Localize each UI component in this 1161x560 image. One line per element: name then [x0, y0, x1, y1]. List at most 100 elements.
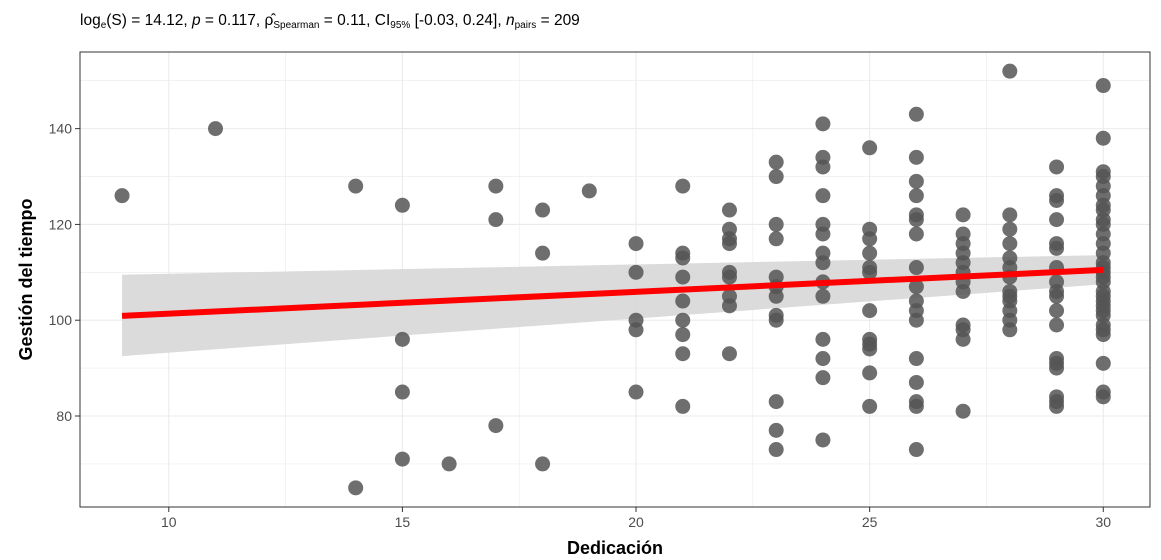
x-axis-ticks: 10 15 20 25 30 — [161, 507, 1111, 530]
data-point — [908, 106, 924, 122]
x-axis-title: Dedicación — [567, 538, 663, 558]
data-point — [908, 149, 924, 165]
data-point — [348, 480, 364, 496]
x-tick-label: 25 — [862, 514, 878, 530]
y-axis-title: Gestión del tiempo — [16, 198, 36, 360]
data-point — [768, 394, 784, 410]
data-point — [862, 264, 878, 280]
data-point — [1049, 398, 1065, 414]
data-point — [675, 398, 691, 414]
data-point — [1049, 317, 1065, 333]
data-point — [815, 288, 831, 304]
data-point — [815, 255, 831, 271]
chart-subtitle: loge(S) = 14.12, p = 0.117, ρ̂Spearman =… — [80, 12, 580, 31]
data-point — [815, 331, 831, 347]
data-point — [535, 202, 551, 218]
data-point — [1049, 240, 1065, 256]
data-point — [394, 451, 410, 467]
data-point — [862, 365, 878, 381]
data-point — [581, 183, 597, 199]
data-point — [908, 442, 924, 458]
data-point — [815, 370, 831, 386]
data-point — [721, 236, 737, 252]
data-point — [862, 231, 878, 247]
data-point — [721, 298, 737, 314]
data-point — [675, 250, 691, 266]
data-point — [675, 346, 691, 362]
data-point — [628, 384, 644, 400]
data-point — [908, 351, 924, 367]
y-tick-label: 140 — [49, 121, 73, 137]
data-point — [768, 312, 784, 328]
data-point — [908, 312, 924, 328]
data-point — [1049, 192, 1065, 208]
data-point — [675, 293, 691, 309]
data-point — [535, 456, 551, 472]
y-tick-label: 80 — [56, 408, 72, 424]
data-point — [394, 384, 410, 400]
data-point — [488, 178, 504, 194]
y-tick-label: 100 — [49, 312, 73, 328]
x-tick-label: 10 — [161, 514, 177, 530]
data-point — [1049, 288, 1065, 304]
data-point — [955, 283, 971, 299]
data-point — [768, 288, 784, 304]
data-point — [908, 398, 924, 414]
data-point — [628, 236, 644, 252]
data-point — [908, 188, 924, 204]
data-point — [815, 226, 831, 242]
data-point — [488, 212, 504, 228]
data-point — [1095, 327, 1111, 343]
data-point — [768, 231, 784, 247]
data-point — [1002, 221, 1018, 237]
data-point — [675, 327, 691, 343]
data-point — [1002, 322, 1018, 338]
data-point — [488, 418, 504, 434]
data-point — [1002, 236, 1018, 252]
data-point — [815, 432, 831, 448]
data-point — [721, 202, 737, 218]
data-point — [908, 279, 924, 295]
data-point — [1049, 159, 1065, 175]
x-tick-label: 20 — [628, 514, 644, 530]
data-point — [862, 245, 878, 261]
data-point — [862, 303, 878, 319]
data-point — [768, 169, 784, 185]
data-point — [768, 216, 784, 232]
data-point — [908, 374, 924, 390]
data-point — [908, 212, 924, 228]
data-point — [721, 346, 737, 362]
data-point — [768, 442, 784, 458]
data-point — [1095, 130, 1111, 146]
data-point — [908, 226, 924, 242]
data-point — [862, 140, 878, 156]
y-tick-label: 120 — [49, 216, 73, 232]
data-point — [815, 116, 831, 132]
data-point — [862, 398, 878, 414]
data-point — [1095, 78, 1111, 94]
data-point — [908, 260, 924, 276]
data-point — [348, 178, 364, 194]
data-point — [955, 403, 971, 419]
plot-panel-border — [79, 51, 1151, 508]
x-tick-label: 15 — [395, 514, 411, 530]
data-point — [208, 121, 224, 137]
data-point — [955, 331, 971, 347]
data-point — [1095, 389, 1111, 405]
data-point — [394, 331, 410, 347]
data-point — [815, 351, 831, 367]
y-axis-ticks: 80 100 120 140 — [49, 121, 80, 424]
data-point — [1002, 63, 1018, 79]
data-point — [675, 312, 691, 328]
x-tick-label: 30 — [1095, 514, 1111, 530]
data-point — [675, 269, 691, 285]
data-point — [535, 245, 551, 261]
data-point — [955, 207, 971, 223]
data-point — [908, 173, 924, 189]
data-point — [815, 159, 831, 175]
regression-line — [121, 266, 1104, 319]
data-point — [1049, 360, 1065, 376]
data-point — [862, 341, 878, 357]
data-point — [1002, 207, 1018, 223]
